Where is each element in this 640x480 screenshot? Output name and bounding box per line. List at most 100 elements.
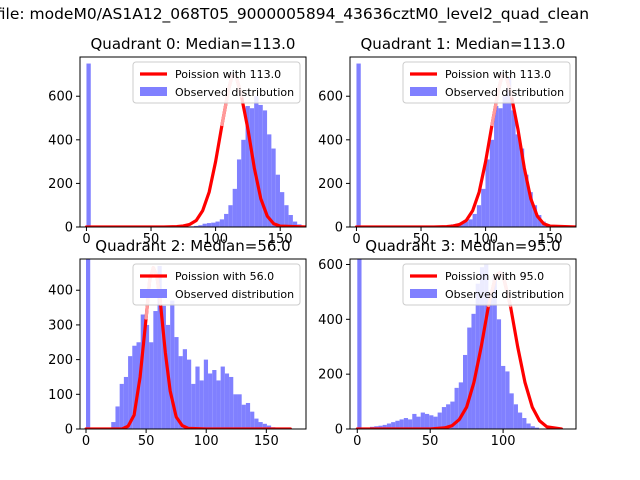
histogram-bar bbox=[522, 418, 527, 429]
x-tick-label: 50 bbox=[422, 434, 439, 449]
histogram-bar bbox=[245, 402, 251, 429]
x-tick-label: 100 bbox=[491, 434, 516, 449]
legend-label-poisson: Poission with 95.0 bbox=[445, 270, 544, 283]
histogram-bar bbox=[437, 412, 442, 429]
histogram-bar bbox=[494, 106, 499, 227]
y-tick-label: 0 bbox=[65, 423, 73, 438]
histogram-bar bbox=[429, 415, 434, 429]
histogram-bar bbox=[140, 314, 145, 429]
plot-area bbox=[354, 63, 576, 227]
histogram-bar bbox=[262, 423, 267, 429]
histogram-bar bbox=[258, 422, 263, 429]
histogram-bar bbox=[534, 427, 540, 429]
histogram-bar bbox=[161, 305, 166, 429]
y-tick-label: 600 bbox=[48, 90, 73, 105]
histogram-bar bbox=[86, 259, 91, 429]
histogram-bar bbox=[378, 425, 383, 429]
histogram-bar bbox=[408, 419, 413, 429]
histogram-bar bbox=[224, 373, 230, 429]
histogram-bar bbox=[132, 345, 137, 429]
histogram-bar bbox=[86, 63, 91, 227]
histogram-bar bbox=[236, 159, 242, 227]
histogram-bar bbox=[412, 413, 417, 429]
histogram-bar bbox=[530, 426, 535, 429]
y-tick-label: 0 bbox=[335, 423, 343, 438]
histogram-bar bbox=[382, 424, 387, 429]
axes-frame bbox=[349, 258, 577, 430]
histogram-bar bbox=[492, 275, 497, 429]
histogram-bar bbox=[237, 394, 242, 429]
histogram-bar bbox=[395, 420, 400, 429]
histogram-bar bbox=[403, 418, 409, 429]
histogram-bar bbox=[206, 223, 212, 227]
legend-label-observed: Observed distribution bbox=[175, 288, 294, 301]
histogram-bar bbox=[219, 219, 225, 227]
histogram-bar bbox=[357, 259, 362, 429]
histogram-bar bbox=[519, 148, 525, 227]
histogram-bar bbox=[446, 404, 451, 429]
histogram-bar bbox=[170, 300, 175, 429]
histogram-bar bbox=[284, 205, 289, 227]
histogram-bar bbox=[506, 76, 512, 227]
histogram-bar bbox=[416, 416, 421, 429]
legend-label-observed: Observed distribution bbox=[445, 86, 564, 99]
legend-box bbox=[132, 263, 301, 306]
histogram-bar bbox=[224, 213, 229, 227]
histogram-bar bbox=[199, 380, 204, 429]
histogram-bar bbox=[220, 366, 225, 429]
x-tick-label: 100 bbox=[203, 232, 228, 247]
histogram-bar bbox=[267, 134, 272, 227]
histogram-bar bbox=[228, 205, 233, 227]
histogram-bar bbox=[356, 63, 361, 227]
panel-title: Quadrant 3: Median=95.0 bbox=[365, 237, 560, 255]
panel-title: Quadrant 2: Median=56.0 bbox=[95, 237, 290, 255]
histogram-bar bbox=[229, 376, 234, 429]
y-tick-label: 600 bbox=[318, 258, 343, 273]
histogram-bar bbox=[386, 423, 392, 429]
histogram-bar bbox=[271, 148, 276, 227]
histogram-bar bbox=[489, 139, 495, 227]
histogram-bar bbox=[208, 373, 213, 429]
x-tick-label: 0 bbox=[352, 232, 360, 247]
histogram-bar bbox=[215, 221, 220, 227]
histogram-bar bbox=[128, 356, 133, 429]
legend-patch-swatch bbox=[140, 289, 167, 298]
histogram-bar bbox=[186, 359, 192, 429]
x-tick-label: 100 bbox=[194, 434, 219, 449]
histogram-bar bbox=[250, 411, 255, 429]
histogram-bar bbox=[476, 205, 482, 227]
x-tick-label: 50 bbox=[143, 232, 160, 247]
histogram-bar bbox=[111, 422, 116, 429]
quadrant-0-panel: 0 50 100 150 0 200 400 600 Quadrant 0: Median=11… bbox=[48, 35, 307, 247]
y-tick-label: 200 bbox=[48, 177, 73, 192]
histogram-bar bbox=[463, 354, 468, 429]
histogram-bar bbox=[232, 188, 237, 227]
histogram-bar bbox=[195, 366, 200, 429]
histogram-bar bbox=[468, 219, 473, 227]
y-tick-label: 400 bbox=[318, 313, 343, 328]
figure-suptitle: n file: modeM0/AS1A12_068T05_9000005894_… bbox=[0, 5, 590, 23]
histogram-bar bbox=[191, 383, 196, 429]
y-tick-label: 400 bbox=[48, 133, 73, 148]
quadrant-2-panel: 0 50 100 150 0 100 200 300 400 Quadrant 2: Median… bbox=[48, 237, 307, 449]
histogram-bar bbox=[279, 192, 285, 227]
histogram-bar bbox=[467, 327, 472, 429]
legend-patch-swatch bbox=[140, 87, 167, 96]
legend-label-poisson: Poission with 56.0 bbox=[175, 270, 274, 283]
histogram-bar bbox=[178, 356, 183, 429]
histogram-bar bbox=[212, 370, 217, 429]
histogram-bar bbox=[174, 337, 179, 429]
histogram-bar bbox=[198, 225, 203, 227]
histogram-bar bbox=[517, 412, 523, 429]
histogram-bar bbox=[463, 221, 469, 227]
histogram-bar bbox=[193, 225, 199, 227]
y-tick-label: 0 bbox=[65, 221, 73, 236]
histogram-bar bbox=[275, 174, 280, 227]
histogram-bar bbox=[254, 418, 259, 429]
histogram-bar bbox=[471, 313, 476, 429]
panel-title: Quadrant 1: Median=113.0 bbox=[361, 35, 566, 53]
plot-area bbox=[355, 259, 564, 429]
x-tick-label: 50 bbox=[138, 434, 155, 449]
histogram-bar bbox=[123, 376, 129, 429]
histogram-bar bbox=[115, 406, 120, 429]
